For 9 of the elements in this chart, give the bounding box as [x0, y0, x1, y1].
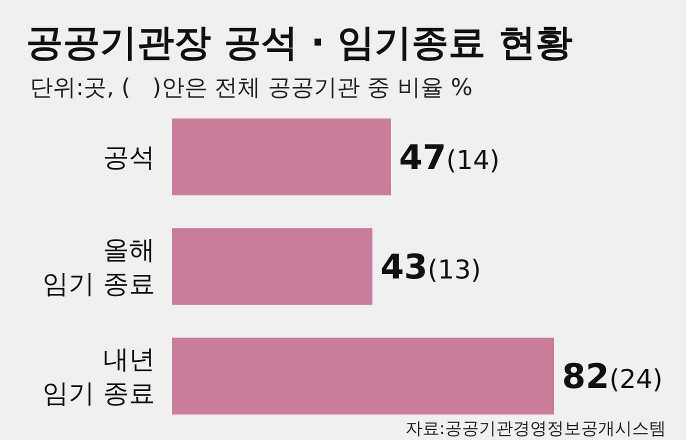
y-tick-label: 공석: [103, 142, 155, 173]
chart-title: 공공기관장 공석 · 임기종료 현황: [26, 21, 573, 64]
data-label: 82(24): [562, 357, 663, 398]
data-label: 47(14): [398, 138, 500, 178]
chart-subtitle: 단위:곳, ( )안은 전체 공공기관 중 비율 %: [30, 75, 473, 101]
annotation: 자료:공공기관경영정보공개시스템: [405, 419, 666, 439]
y-tick-label: 내년 임기 종료: [42, 345, 155, 410]
data-label: 43(13): [380, 248, 482, 288]
y-tick-label: 올해 임기 종료: [42, 236, 155, 300]
